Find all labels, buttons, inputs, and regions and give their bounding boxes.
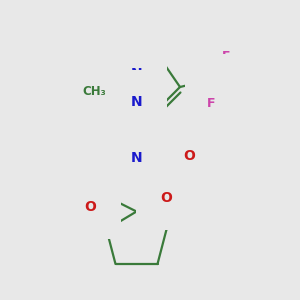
Text: N: N (131, 67, 142, 80)
Text: N: N (131, 95, 142, 109)
Text: N: N (131, 151, 142, 164)
Text: O: O (84, 200, 96, 214)
Text: CH₃: CH₃ (82, 85, 106, 98)
Text: F: F (230, 76, 238, 89)
Text: O: O (160, 191, 172, 205)
Text: O: O (183, 149, 195, 163)
Text: F: F (207, 97, 216, 110)
Text: F: F (222, 50, 231, 64)
